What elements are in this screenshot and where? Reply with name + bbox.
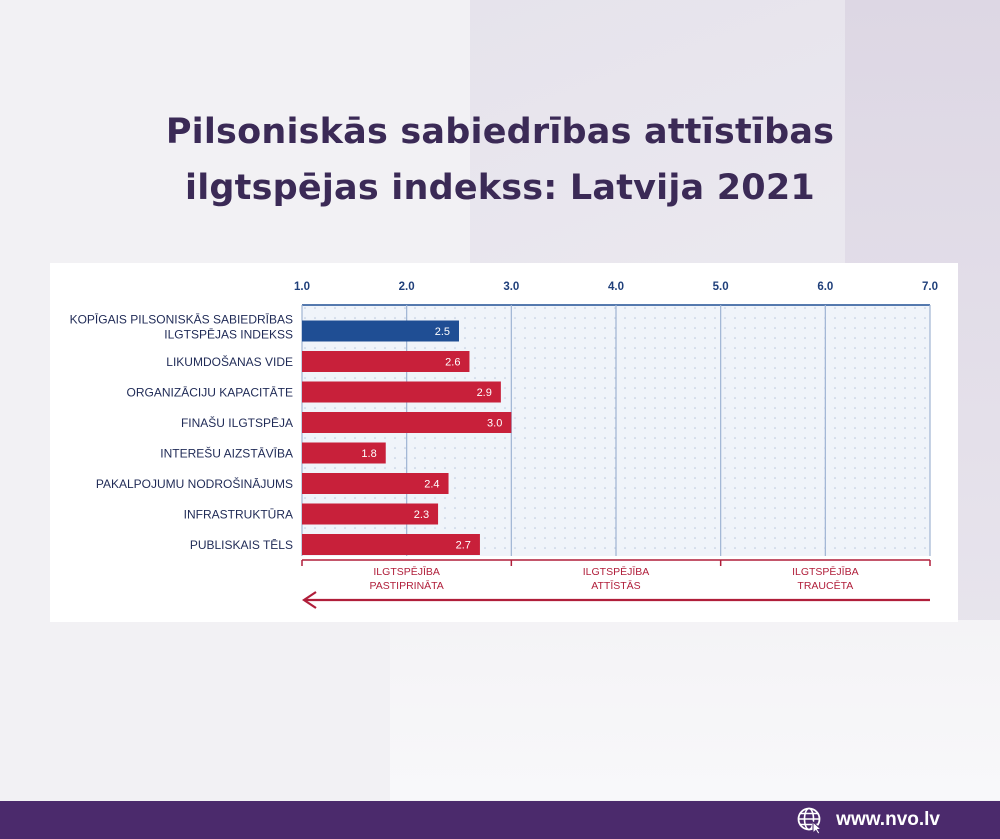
x-tick-label: 4.0	[608, 281, 624, 293]
category-label: PUBLISKAIS TĒLS	[190, 538, 293, 552]
arrow-head-icon	[302, 591, 317, 609]
zone-label: TRAUCĒTA	[797, 580, 853, 592]
bar	[302, 442, 386, 464]
bar	[302, 412, 512, 433]
bar	[302, 534, 480, 555]
category-label: LIKUMDOŠANAS VIDE	[166, 354, 293, 369]
globe-cursor-icon	[797, 807, 823, 834]
category-label: PAKALPOJUMU NODROŠINĀJUMS	[96, 476, 293, 491]
chart-panel: 1.0 2.0 3.0 4.0 5.0 6.0 7.0 2.5 KOPĪGAIS PILSONI…	[50, 263, 958, 622]
bar-chart: 1.0 2.0 3.0 4.0 5.0 6.0 7.0 2.5 KOPĪGAIS PILSONI…	[70, 281, 938, 609]
zone-label: ILGTSPĒJĪBA	[583, 566, 650, 578]
bar	[302, 381, 501, 403]
category-label: KOPĪGAIS PILSONISKĀS SABIEDRĪBAS	[70, 313, 293, 327]
bar	[302, 320, 459, 342]
x-tick-label: 1.0	[294, 281, 310, 293]
page-title: Pilsoniskās sabiedrības attīstības ilgts…	[0, 104, 1000, 216]
bar	[302, 351, 470, 372]
footer-bar: www.nvo.lv	[0, 801, 1000, 839]
x-tick-label: 6.0	[817, 281, 833, 293]
zone-label: ATTĪSTĀS	[591, 580, 640, 592]
website-link[interactable]: www.nvo.lv	[796, 807, 940, 834]
x-tick-label: 3.0	[503, 281, 519, 293]
category-label: FINAŠU ILGTSPĒJA	[181, 415, 293, 430]
bar-value-label: 2.7	[456, 540, 471, 552]
category-label: ILGTSPĒJAS INDEKSS	[164, 328, 293, 342]
zone-label: ILGTSPĒJĪBA	[792, 566, 859, 578]
zone-label: ILGTSPĒJĪBA	[373, 566, 440, 578]
bar-value-label: 3.0	[487, 418, 502, 430]
bar-value-label: 2.5	[435, 326, 450, 338]
title-line: Pilsoniskās sabiedrības attīstības	[165, 112, 835, 152]
bar	[302, 503, 439, 525]
title-line: ilgtspējas indekss: Latvija 2021	[185, 168, 815, 208]
x-tick-label: 5.0	[713, 281, 729, 293]
category-label: ORGANIZĀCIJU KAPACITĀTE	[127, 386, 293, 400]
category-label: INTEREŠU AIZSTĀVĪBA	[160, 446, 293, 461]
bar-value-label: 2.9	[477, 387, 492, 399]
category-label: INFRASTRUKTŪRA	[184, 508, 293, 522]
website-url: www.nvo.lv	[836, 809, 940, 830]
bar-value-label: 2.4	[424, 479, 439, 491]
bar	[302, 473, 449, 494]
zone-label: PASTIPRINĀTA	[370, 580, 444, 592]
bar-value-label: 1.8	[361, 448, 376, 460]
x-tick-label: 7.0	[922, 281, 938, 293]
x-tick-label: 2.0	[399, 281, 415, 293]
bar-value-label: 2.3	[414, 509, 429, 521]
bar-value-label: 2.6	[445, 357, 460, 369]
background-shape	[390, 620, 1000, 800]
